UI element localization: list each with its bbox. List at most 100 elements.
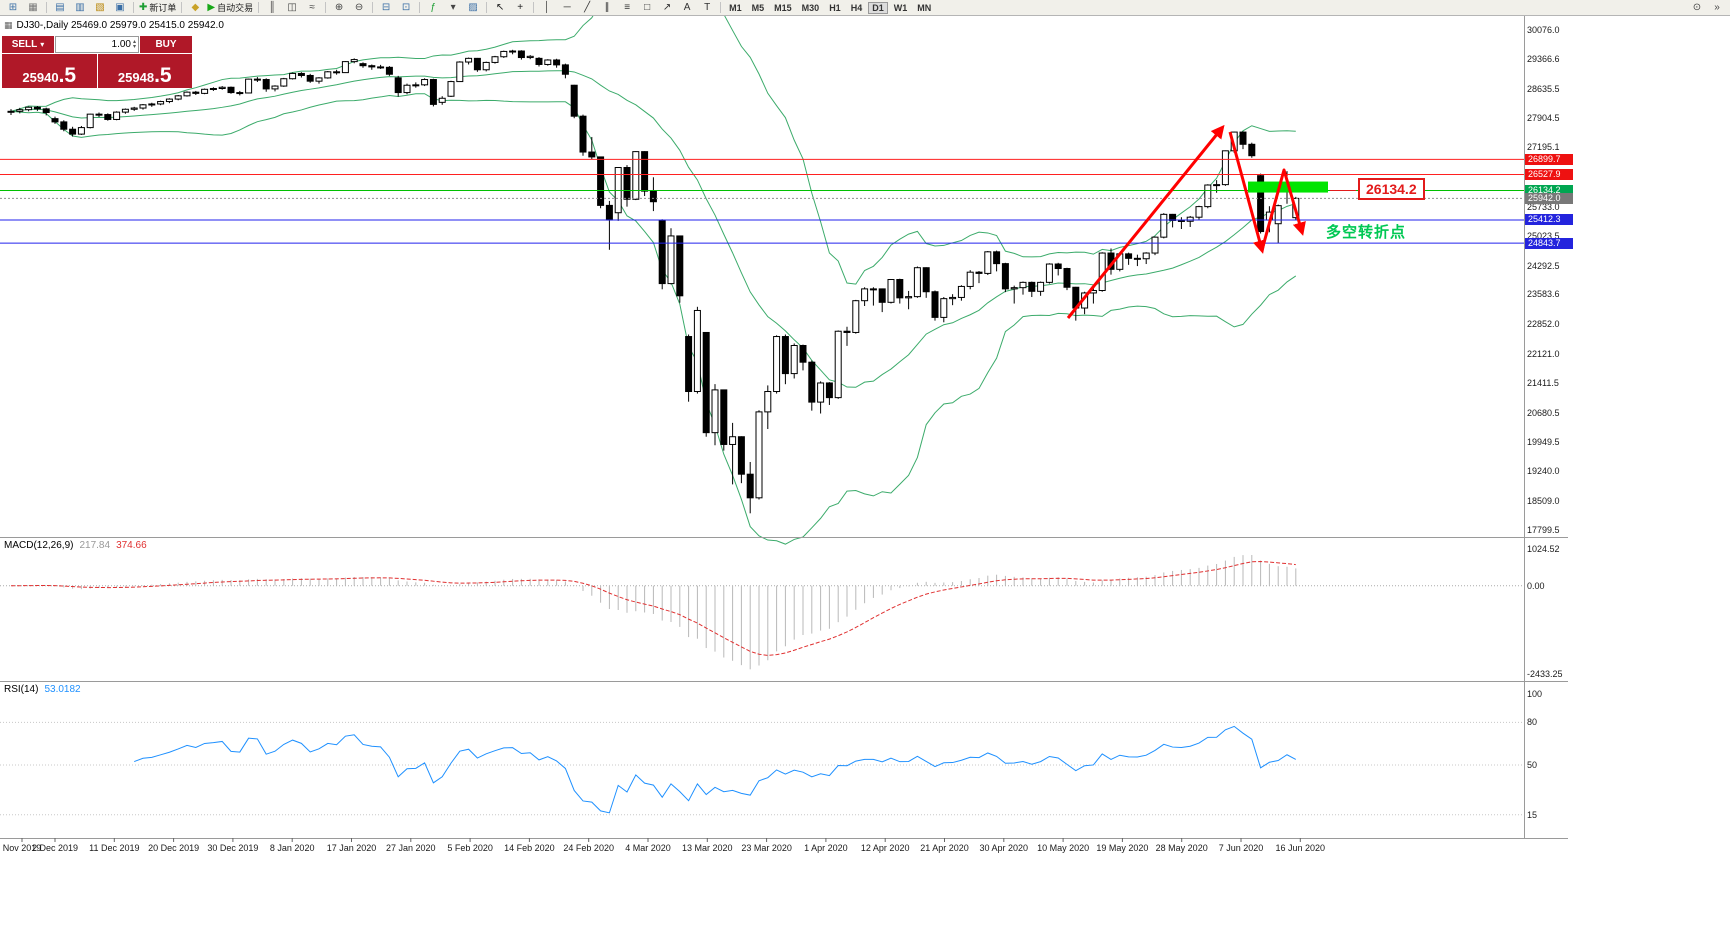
text-label-button[interactable]: T — [697, 1, 717, 15]
volume-up-icon[interactable]: ▴ — [132, 38, 136, 45]
sell-price-button[interactable]: 25940 .5 — [2, 54, 97, 88]
new-order-button[interactable]: ✚ 新订单 — [137, 1, 178, 15]
one-click-trading-panel: SELL ▾ 1.00 ▴ ▾ BUY 25940 .5 25948 .5 — [2, 36, 192, 88]
autotrading-button[interactable]: ▶ 自动交易 — [205, 1, 255, 15]
navigator-button[interactable]: ▧ — [90, 1, 110, 15]
toolbar-separator — [325, 2, 327, 13]
toolbar-separator — [133, 2, 134, 13]
data-window-icon: ▥ — [75, 1, 85, 13]
fibonacci-button[interactable]: ≡ — [617, 1, 637, 15]
candlestick-chart-button[interactable]: ◫ — [282, 1, 302, 15]
timeframe-h1[interactable]: H1 — [829, 2, 841, 13]
timeframe-w1[interactable]: W1 — [893, 2, 908, 13]
quick-nav-icon: » — [1714, 1, 1720, 13]
sell-price-main: 25940 — [22, 70, 59, 85]
zoom-out-button[interactable]: ⊖ — [349, 1, 369, 15]
sell-button-label: SELL — [11, 39, 38, 50]
candlesticks-layer — [7, 49, 1300, 514]
toolbar-right-group: ⊙» — [1687, 0, 1727, 16]
timeframe-h4[interactable]: H4 — [850, 2, 863, 13]
timeframe-toolbar: M1 M5 M15 M30 H1 H4 D1 W1 MN — [717, 0, 936, 16]
volume-down-icon[interactable]: ▾ — [132, 43, 136, 50]
turning-point-annotation[interactable]: 多空转折点 — [1326, 224, 1407, 241]
indicators-button[interactable]: ƒ — [423, 1, 443, 15]
templates-button[interactable]: ▨ — [463, 1, 483, 15]
metaeditor-button[interactable]: ◆ — [185, 1, 205, 15]
terminal-button[interactable]: ▣ — [110, 1, 130, 15]
toolbar-separator — [372, 2, 374, 13]
timeframe-mn[interactable]: MN — [917, 2, 932, 13]
macd-signal-value: 374.66 — [116, 540, 147, 551]
text-button[interactable]: A — [677, 1, 697, 15]
line-chart-icon: ≈ — [309, 1, 315, 13]
new-order-icon: ✚ — [139, 1, 148, 13]
price-callout-label[interactable]: 26134.2 — [1358, 177, 1425, 200]
cursor-button[interactable]: ↖ — [490, 1, 510, 15]
market-watch-button[interactable]: ▤ — [50, 1, 70, 15]
timeframe-m5[interactable]: M5 — [751, 2, 765, 13]
timeframe-m30[interactable]: M30 — [801, 2, 820, 13]
timeframe-d1[interactable]: D1 — [868, 1, 888, 14]
cascade-windows-icon: ⊡ — [401, 1, 411, 13]
volume-spinner[interactable]: ▴ ▾ — [132, 38, 136, 50]
volume-input[interactable]: 1.00 ▴ ▾ — [55, 36, 139, 53]
search-button[interactable]: ⊙ — [1687, 1, 1707, 15]
order-type-dropdown-icon[interactable]: ▾ — [40, 40, 45, 49]
quick-nav-button[interactable]: » — [1707, 1, 1727, 15]
text-icon: A — [683, 1, 691, 13]
toolbar-separator — [258, 2, 260, 13]
sell-button[interactable]: SELL ▾ — [2, 36, 54, 53]
crosshair-button[interactable]: + — [510, 1, 530, 15]
buy-button-label: BUY — [155, 39, 177, 50]
macd-main-value: 217.84 — [79, 540, 111, 551]
toolbar-separator — [533, 2, 535, 13]
horizontal-line-button[interactable]: ─ — [557, 1, 577, 15]
navigator-icon: ▧ — [95, 1, 105, 13]
autotrading-button-label: 自动交易 — [217, 3, 254, 13]
chart-profiles-button[interactable]: ▦ — [23, 1, 43, 15]
autotrading-icon: ▶ — [207, 1, 216, 13]
arrows-button[interactable]: ↗ — [657, 1, 677, 15]
zoom-in-button[interactable]: ⊕ — [329, 1, 349, 15]
tile-windows-icon: ⊟ — [381, 1, 391, 13]
symbol-ohlc-text: DJ30-,Daily 25469.0 25979.0 25415.0 2594… — [16, 20, 224, 31]
crosshair-icon: + — [517, 1, 524, 13]
data-window-button[interactable]: ▥ — [70, 1, 90, 15]
line-chart-button[interactable]: ≈ — [302, 1, 322, 15]
bar-chart-button[interactable]: ║ — [262, 1, 282, 15]
shapes-button[interactable]: □ — [637, 1, 657, 15]
macd-indicator-label: MACD(12,26,9) 217.84 374.66 — [4, 540, 147, 551]
sell-price-frac: .5 — [58, 64, 77, 87]
trendline-button[interactable]: ╱ — [577, 1, 597, 15]
timeframe-m1[interactable]: M1 — [729, 2, 742, 13]
tile-windows-button[interactable]: ⊟ — [376, 1, 396, 15]
toolbar-separator — [46, 2, 47, 13]
timeframe-m15[interactable]: M15 — [774, 2, 792, 13]
trend-arrows-layer — [1066, 124, 1306, 319]
zoom-out-icon: ⊖ — [354, 1, 364, 13]
rsi-title: RSI(14) — [4, 684, 39, 695]
horizontal-lines-layer — [0, 158, 1524, 244]
buy-price-button[interactable]: 25948 .5 — [97, 54, 192, 88]
new-chart-icon: ⊞ — [8, 1, 18, 13]
rsi-layer — [0, 721, 1524, 816]
cascade-windows-button[interactable]: ⊡ — [396, 1, 416, 15]
vertical-line-button[interactable]: │ — [537, 1, 557, 15]
buy-button[interactable]: BUY — [140, 36, 192, 53]
channel-icon: ∥ — [604, 1, 610, 13]
macd-title: MACD(12,26,9) — [4, 540, 74, 551]
templates-icon: ▨ — [468, 1, 478, 13]
new-chart-button[interactable]: ⊞ — [3, 1, 23, 15]
chart-profiles-icon: ▦ — [28, 1, 38, 13]
bar-chart-icon: ║ — [268, 1, 276, 13]
symbol-ohlc-header: ▦ DJ30-,Daily 25469.0 25979.0 25415.0 25… — [4, 20, 224, 31]
zoom-in-icon: ⊕ — [334, 1, 344, 13]
channel-button[interactable]: ∥ — [597, 1, 617, 15]
fibonacci-icon: ≡ — [624, 1, 631, 13]
text-label-icon: T — [704, 1, 711, 13]
toolbar-separator — [720, 2, 722, 13]
indicators-dropdown[interactable]: ▾ — [443, 1, 463, 15]
indicators-dropdown-icon: ▾ — [450, 1, 456, 13]
bollinger-bands-layer — [10, 0, 1297, 545]
